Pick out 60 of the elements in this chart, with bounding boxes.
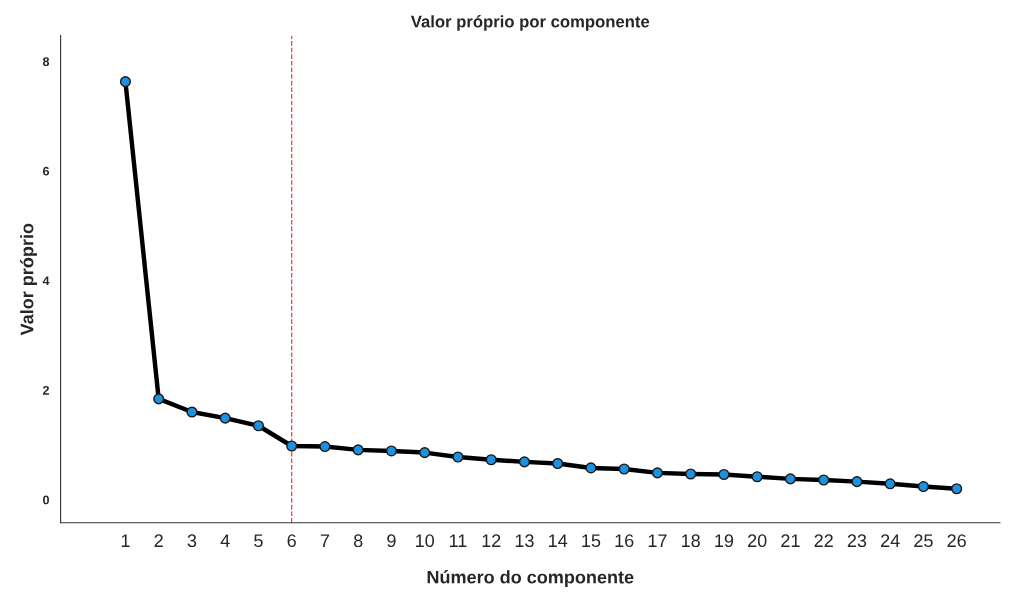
point: [452, 451, 464, 463]
x-tick-label: 12: [482, 534, 501, 547]
chart-title: Valor próprio por componente: [410, 15, 650, 31]
x-tick-label: 4: [220, 534, 230, 547]
point: [119, 76, 131, 88]
x-tick-label: 18: [682, 534, 700, 548]
x-tick-label: 9: [387, 534, 396, 548]
y-axis-title: Valor próprio: [19, 223, 37, 336]
y-tick-label: 6: [42, 166, 50, 176]
point: [718, 468, 730, 481]
x-tick-label: 13: [515, 534, 534, 548]
x-tick-label: 24: [881, 534, 900, 547]
x-tick-label: 8: [353, 534, 363, 548]
x-tick-label: 26: [947, 534, 966, 548]
x-tick-label: 15: [582, 534, 601, 548]
point: [286, 440, 298, 452]
point: [784, 473, 796, 485]
point: [618, 463, 630, 475]
point: [485, 454, 497, 466]
point: [552, 457, 564, 470]
x-tick-label: 22: [814, 534, 833, 547]
x-tick-label: 20: [748, 534, 767, 548]
point: [585, 462, 597, 474]
x-tick-label: 10: [416, 534, 435, 548]
x-tick-label: 3: [187, 534, 197, 548]
y-tick-label: 8: [42, 57, 50, 67]
point: [818, 474, 830, 486]
x-tick-label: 16: [615, 534, 634, 548]
point: [352, 444, 364, 456]
point: [685, 468, 697, 480]
x-tick-label: 17: [648, 534, 667, 547]
point: [419, 447, 431, 459]
point: [518, 456, 530, 468]
x-tick-label: 11: [449, 534, 467, 547]
x-tick-label: 2: [154, 534, 163, 547]
point: [153, 393, 165, 405]
x-tick-label: 5: [254, 534, 263, 548]
point: [851, 476, 863, 488]
x-tick-label: 14: [549, 534, 568, 547]
x-tick-label: 6: [287, 534, 296, 548]
y-tick-label: 4: [42, 276, 50, 286]
x-tick-label: 25: [914, 534, 933, 548]
point: [186, 406, 198, 418]
x-tick-label: 21: [781, 534, 800, 547]
point: [951, 483, 963, 495]
x-tick-label: 7: [320, 534, 330, 547]
point: [385, 445, 397, 457]
x-tick-label: 19: [715, 534, 734, 548]
x-tick-label: 1: [121, 534, 130, 547]
x-tick-label: 23: [847, 534, 867, 548]
point: [219, 412, 231, 424]
point: [917, 481, 929, 493]
y-tick-label: 0: [43, 495, 49, 505]
x-axis-title: Número do componente: [427, 570, 634, 588]
point: [252, 420, 264, 432]
y-tick-label: 2: [42, 385, 49, 395]
point: [651, 467, 663, 479]
point: [751, 471, 763, 483]
point: [319, 441, 331, 453]
point: [884, 478, 896, 490]
